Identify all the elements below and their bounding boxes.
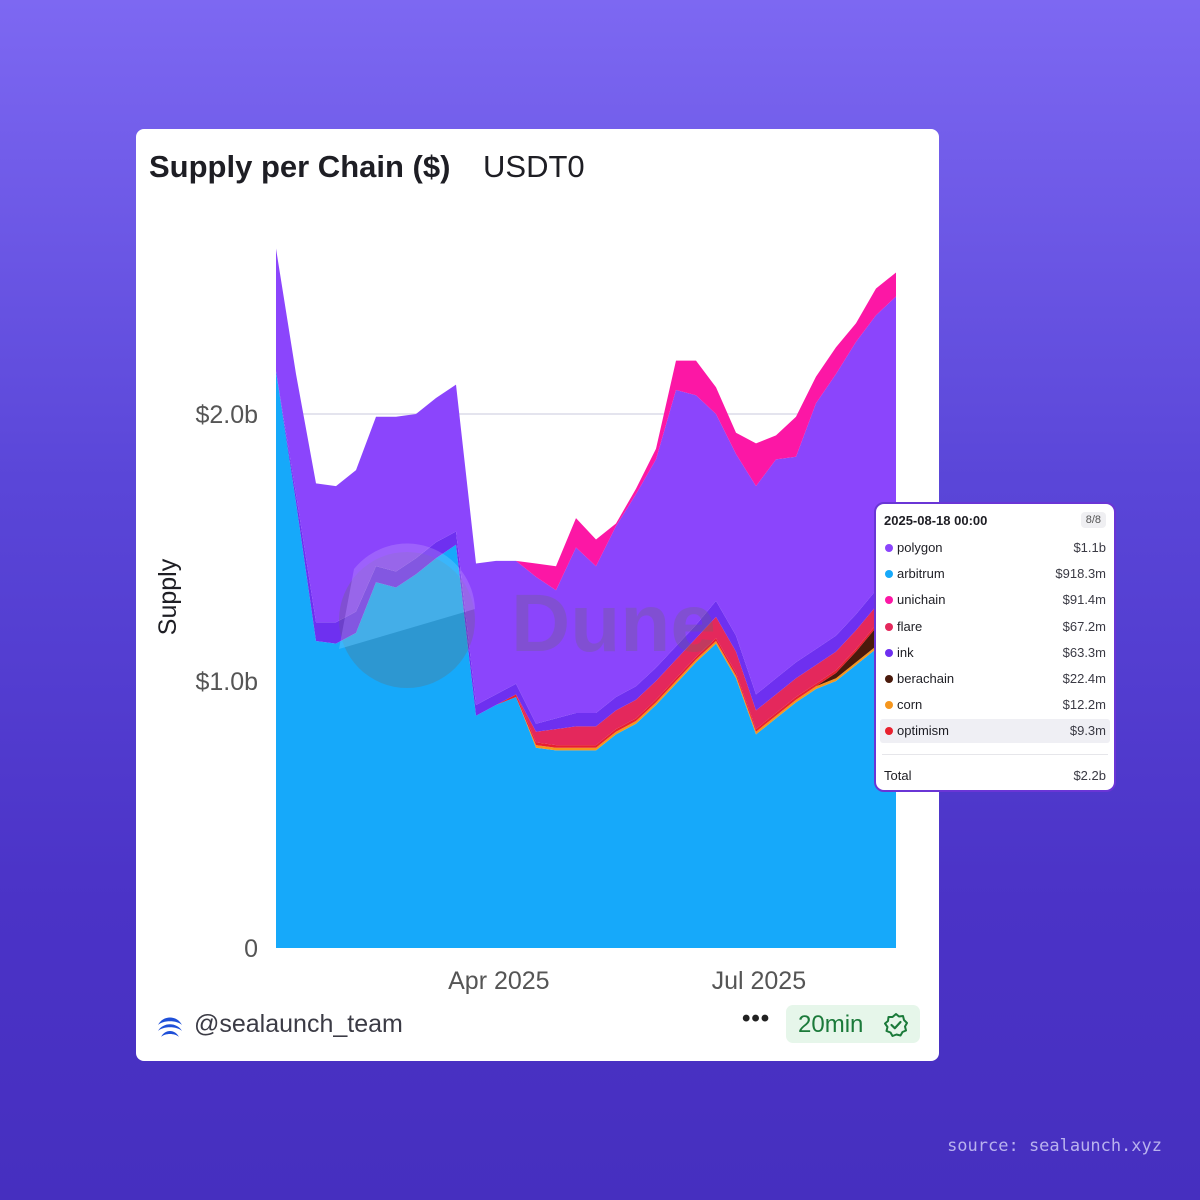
dune-watermark: Dune bbox=[339, 543, 716, 688]
author-handle[interactable]: @sealaunch_team bbox=[194, 1010, 403, 1038]
chart-subtitle: USDT0 bbox=[483, 149, 585, 184]
tooltip-series-name: polygon bbox=[897, 540, 943, 555]
y-tick-label: 0 bbox=[244, 935, 258, 963]
tooltip-series-name: arbitrum bbox=[897, 566, 945, 582]
legend-dot-icon bbox=[885, 570, 893, 579]
tooltip-row-arbitrum: arbitrum $918.3m bbox=[880, 562, 1110, 586]
hover-tooltip: 2025-08-18 00:00 8/8 polygon $1.1b arbitru… bbox=[874, 502, 1116, 792]
legend-dot-icon bbox=[885, 727, 893, 736]
tooltip-row-unichain: unichain $91.4m bbox=[880, 588, 1110, 612]
tooltip-row-berachain: berachain $22.4m bbox=[880, 667, 1110, 691]
dune-logo-icon bbox=[339, 552, 475, 688]
tooltip-date: 2025-08-18 00:00 bbox=[884, 513, 988, 528]
legend-dot-icon bbox=[885, 675, 893, 683]
tooltip-series-value: $1.1b bbox=[1073, 540, 1106, 555]
more-options-button[interactable]: ••• bbox=[742, 1005, 771, 1032]
area-series-polygon[interactable] bbox=[276, 248, 896, 724]
legend-dot-icon bbox=[885, 701, 893, 710]
tooltip-series-name: ink bbox=[897, 644, 914, 660]
tooltip-row-optimism: optimism $9.3m bbox=[880, 719, 1110, 744]
y-tick-label: $1.0b bbox=[195, 668, 258, 696]
area-series-arbitrum[interactable] bbox=[276, 371, 896, 948]
y-tick-label: $2.0b bbox=[195, 401, 258, 429]
tooltip-series-value: $918.3m bbox=[1055, 566, 1106, 582]
tooltip-total-value: $2.2b bbox=[1073, 768, 1106, 783]
tooltip-series-name: flare bbox=[897, 618, 923, 634]
freshness-badge: 20min bbox=[786, 1005, 920, 1043]
x-tick-label: Jul 2025 bbox=[712, 967, 807, 995]
chart-card: Supply per Chain ($) USDT0 Dune 0 $1.0b $2.… bbox=[136, 129, 939, 1061]
tooltip-series-name: unichain bbox=[897, 592, 946, 608]
tooltip-row-flare: flare $67.2m bbox=[880, 615, 1110, 639]
chart-title: Supply per Chain ($) bbox=[149, 149, 451, 184]
dune-logo-highlight bbox=[339, 543, 475, 649]
tooltip-series-value: $12.2m bbox=[1062, 697, 1106, 713]
tooltip-row-corn: corn $12.2m bbox=[880, 693, 1110, 717]
tooltip-series-count: 8/8 bbox=[1080, 512, 1106, 528]
tooltip-series-value: $67.2m bbox=[1062, 618, 1106, 634]
tooltip-series-name: optimism bbox=[897, 723, 950, 739]
verified-check-icon bbox=[884, 1013, 908, 1037]
tooltip-series-name: corn bbox=[897, 697, 923, 713]
tooltip-series-value: $63.3m bbox=[1062, 644, 1106, 660]
freshness-label: 20min bbox=[798, 1011, 864, 1038]
x-tick-label: Apr 2025 bbox=[448, 967, 549, 995]
y-axis-label: Supply bbox=[154, 558, 182, 635]
legend-dot-icon bbox=[885, 648, 893, 657]
area-chart[interactable]: Dune 0 $1.0b $2.0b Apr 2025 Jul 2025 Supply bbox=[136, 129, 939, 999]
tooltip-row-ink: ink $63.3m bbox=[880, 641, 1110, 665]
sealaunch-logo-icon bbox=[158, 1017, 182, 1037]
tooltip-total-label: Total bbox=[884, 768, 912, 783]
legend-dot-icon bbox=[885, 544, 893, 552]
dune-watermark-text: Dune bbox=[511, 578, 716, 669]
tooltip-series-value: $91.4m bbox=[1062, 592, 1106, 608]
legend-dot-icon bbox=[885, 622, 893, 631]
legend-dot-icon bbox=[885, 596, 893, 605]
tooltip-series-value: $22.4m bbox=[1062, 671, 1106, 686]
tooltip-divider bbox=[882, 754, 1108, 755]
tooltip-row-polygon: polygon $1.1b bbox=[880, 536, 1110, 560]
tooltip-series-name: berachain bbox=[897, 671, 955, 686]
source-note: source: sealaunch.xyz bbox=[947, 1136, 1162, 1156]
tooltip-series-value: $9.3m bbox=[1069, 723, 1106, 739]
